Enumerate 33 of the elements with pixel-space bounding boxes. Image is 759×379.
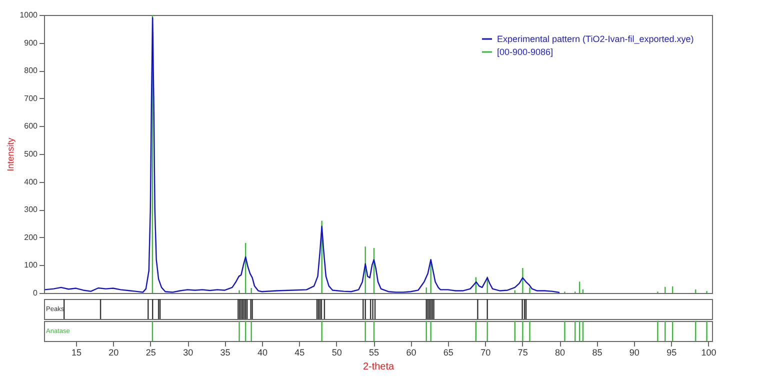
y-tick-label: 500 — [24, 150, 38, 158]
y-tick-label: 400 — [24, 177, 38, 186]
y-tick-label: 900 — [24, 38, 38, 48]
x-tick-label: 50 — [332, 348, 342, 358]
y-tick-label: 200 — [24, 232, 38, 242]
y-tick-label: 300 — [24, 205, 38, 214]
x-tick-label: 35 — [220, 348, 230, 358]
x-tick-label: 55 — [369, 348, 380, 358]
y-tick-label: 700 — [24, 94, 38, 103]
x-tick-label: 15 — [71, 348, 82, 358]
x-tick-label: 30 — [183, 348, 194, 358]
x-tick-label: 80 — [555, 348, 566, 358]
legend-label: Experimental pattern (TiO2-Ivan-fil_exported.xye) — [497, 34, 694, 44]
x-tick-label: 95 — [666, 348, 677, 358]
x-tick-label: 45 — [294, 348, 305, 358]
x-tick-label: 85 — [592, 348, 602, 358]
y-tick-label: 800 — [24, 66, 38, 76]
x-tick-label: 90 — [629, 348, 640, 358]
x-tick-label: 100 — [701, 348, 716, 358]
x-tick-label: 75 — [518, 348, 528, 358]
legend-label: [00-900-9086] — [497, 47, 554, 57]
x-tick-label: 60 — [406, 348, 416, 358]
x-tick-label: 65 — [443, 348, 454, 358]
y-tick-label: 1000 — [20, 10, 38, 20]
x-tick-label: 25 — [146, 348, 156, 358]
x-tick-label: 40 — [257, 348, 268, 358]
y-tick-label: 0 — [33, 288, 38, 298]
x-tick-label: 20 — [108, 348, 119, 358]
y-axis-title: Intensity — [6, 137, 16, 172]
x-axis-title: 2-theta — [362, 362, 394, 372]
y-tick-label: 600 — [24, 122, 38, 131]
x-tick-label: 70 — [480, 348, 491, 358]
y-tick-label: 100 — [24, 260, 38, 270]
